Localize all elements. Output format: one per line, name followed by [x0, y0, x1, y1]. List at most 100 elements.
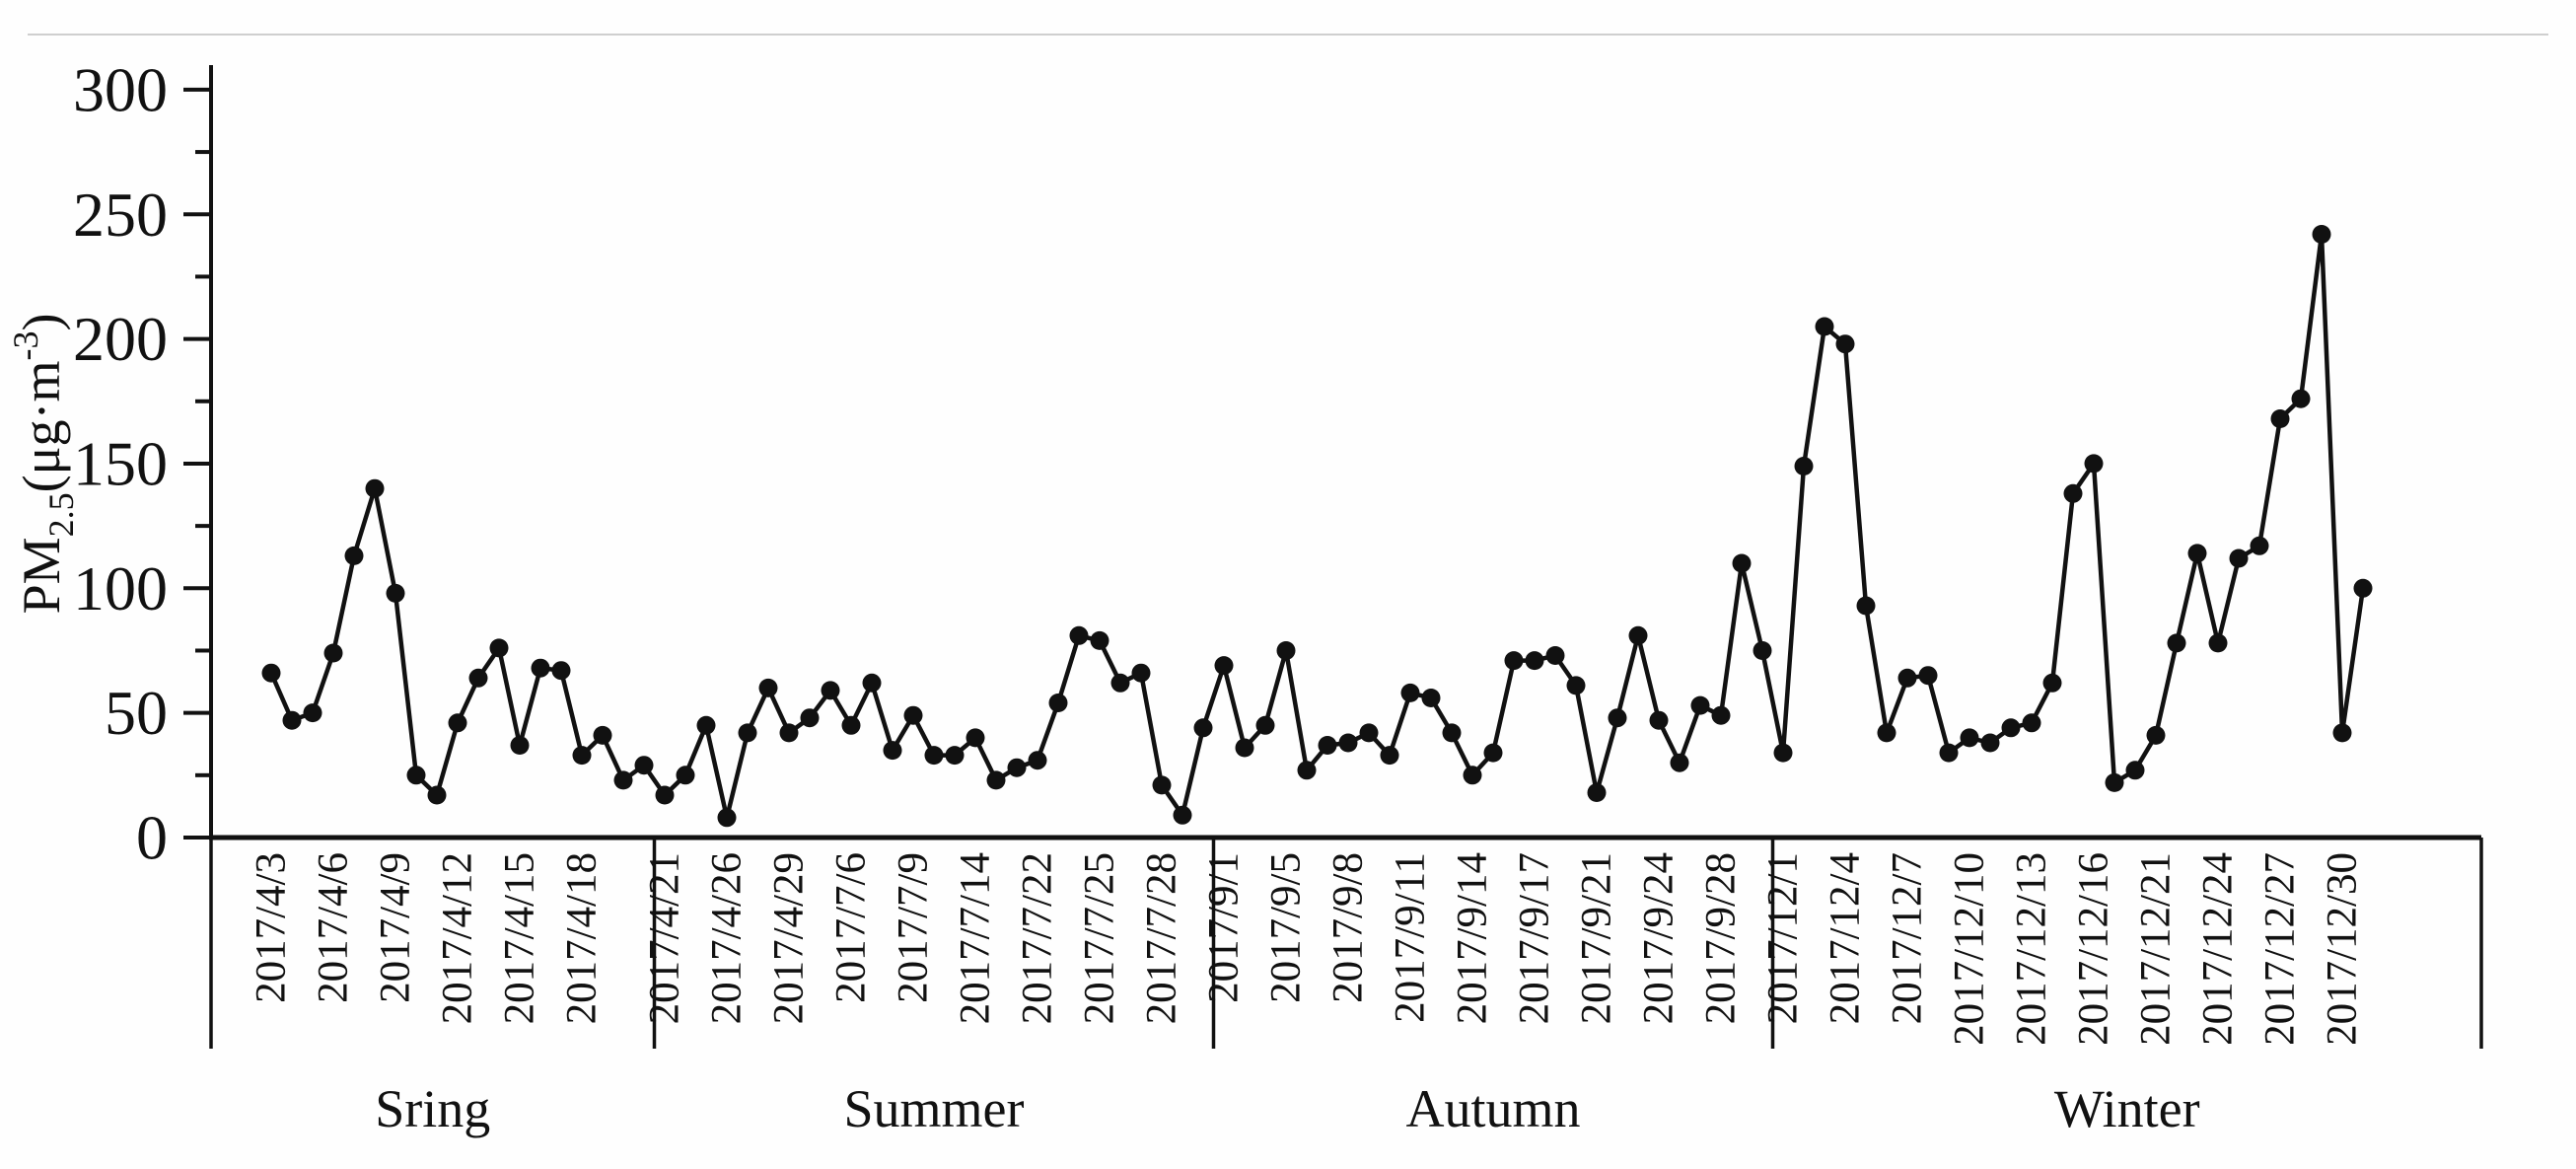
data-point-marker: [1318, 736, 1337, 755]
data-point-marker: [2125, 761, 2145, 780]
y-axis-tick-label: 100: [73, 553, 168, 623]
data-point-marker: [1732, 553, 1752, 573]
data-point-marker: [883, 741, 902, 761]
x-tick-label: 2017/4/29: [766, 852, 813, 1024]
data-point-marker: [1235, 738, 1254, 758]
data-point-marker: [717, 808, 737, 828]
data-point-marker: [1918, 666, 1938, 686]
y-axis-tick-label: 200: [73, 304, 168, 374]
data-point-marker: [945, 746, 965, 766]
page-top-border: [28, 34, 2548, 36]
x-tick-label: 2017/7/6: [828, 852, 875, 1003]
data-point-marker: [2312, 225, 2331, 244]
x-tick-label: 2017/4/6: [311, 852, 357, 1003]
data-point-marker: [1193, 718, 1213, 738]
x-tick-label: 2017/12/30: [2320, 852, 2366, 1046]
data-point-marker: [2332, 723, 2352, 743]
data-point-marker: [1255, 715, 1275, 735]
y-axis-tick-label: 150: [73, 428, 168, 498]
data-point-marker: [344, 546, 364, 565]
data-point-marker: [406, 766, 426, 785]
data-point-marker: [2146, 725, 2166, 745]
data-point-marker: [1856, 596, 1876, 616]
data-point-marker: [2208, 633, 2228, 653]
data-point-marker: [593, 725, 612, 745]
season-label: Sring: [375, 1079, 490, 1138]
data-point-marker: [2270, 409, 2290, 428]
x-tick-label: 2017/7/22: [1015, 852, 1061, 1024]
x-tick-label: 2017/9/24: [1636, 852, 1682, 1024]
data-point-marker: [2001, 718, 2021, 738]
x-tick-label: 2017/12/13: [2009, 852, 2055, 1046]
data-point-marker: [1028, 751, 1047, 770]
data-point-marker: [1214, 656, 1234, 676]
x-tick-label: 2017/4/9: [373, 852, 419, 1003]
x-tick-label: 2017/12/21: [2133, 852, 2180, 1046]
data-point-marker: [2229, 548, 2249, 568]
x-tick-label: 2017/9/1: [1201, 852, 1248, 1003]
data-point-marker: [676, 766, 695, 785]
data-point-marker: [1587, 783, 1607, 802]
data-point-marker: [386, 583, 405, 603]
data-point-marker: [862, 673, 882, 693]
data-point-marker: [2042, 673, 2062, 693]
y-axis-tick-label: 50: [105, 678, 168, 748]
x-tick-label: 2017/9/28: [1698, 852, 1745, 1024]
x-tick-label: 2017/7/28: [1139, 852, 1185, 1024]
data-point-marker: [1297, 761, 1317, 780]
data-point-marker: [1628, 625, 1648, 645]
x-tick-label: 2017/4/3: [249, 852, 295, 1003]
data-point-marker: [427, 785, 447, 805]
data-point-marker: [448, 713, 467, 733]
data-point-marker: [1690, 695, 1710, 715]
data-point-marker: [2063, 483, 2083, 503]
data-point-marker: [1608, 708, 1627, 728]
data-point-marker: [1007, 758, 1027, 777]
data-point-marker: [1566, 676, 1586, 695]
data-point-marker: [1897, 668, 1917, 688]
x-tick-label: 2017/4/26: [704, 852, 751, 1024]
data-point-marker: [2250, 536, 2269, 555]
data-point-marker: [800, 708, 820, 728]
data-point-marker: [1276, 641, 1296, 660]
data-point-marker: [1670, 753, 1689, 772]
data-point-marker: [1048, 694, 1068, 712]
x-tick-label: 2017/12/24: [2195, 852, 2242, 1046]
data-point-marker: [1504, 651, 1524, 671]
data-point-marker: [966, 728, 985, 748]
data-point-marker: [1525, 651, 1544, 671]
data-point-marker: [821, 681, 840, 700]
data-point-marker: [1483, 743, 1503, 763]
data-point-marker: [1090, 630, 1109, 650]
data-point-marker: [468, 668, 488, 688]
data-point-marker: [1960, 728, 1979, 748]
data-point-marker: [323, 643, 343, 663]
y-axis-tick-label: 0: [136, 803, 168, 873]
data-point-marker: [2105, 772, 2124, 792]
x-tick-label: 2017/9/17: [1512, 852, 1558, 1024]
data-point-marker: [986, 770, 1006, 790]
data-point-marker: [1835, 334, 1855, 354]
data-point-marker: [1463, 766, 1482, 785]
data-point-marker: [655, 785, 675, 805]
data-point-marker: [1980, 733, 2000, 753]
data-point-marker: [758, 678, 778, 697]
data-point-marker: [634, 756, 654, 775]
data-point-marker: [613, 770, 633, 790]
x-tick-label: 2017/7/25: [1077, 852, 1123, 1024]
data-point-marker: [1442, 723, 1462, 743]
data-point-marker: [1649, 710, 1669, 730]
x-tick-label: 2017/12/7: [1885, 852, 1931, 1024]
pm25-line-series: [268, 234, 2366, 821]
data-point-marker: [841, 715, 861, 735]
data-point-marker: [779, 723, 799, 743]
x-tick-label: 2017/12/1: [1760, 852, 1807, 1024]
season-label: Summer: [844, 1079, 1025, 1138]
x-tick-label: 2017/7/9: [891, 852, 937, 1003]
x-tick-label: 2017/12/4: [1823, 852, 1869, 1024]
season-label: Autumn: [1405, 1079, 1580, 1138]
x-tick-label: 2017/4/18: [559, 852, 606, 1024]
data-point-marker: [1152, 775, 1172, 795]
x-tick-label: 2017/9/11: [1388, 852, 1434, 1023]
